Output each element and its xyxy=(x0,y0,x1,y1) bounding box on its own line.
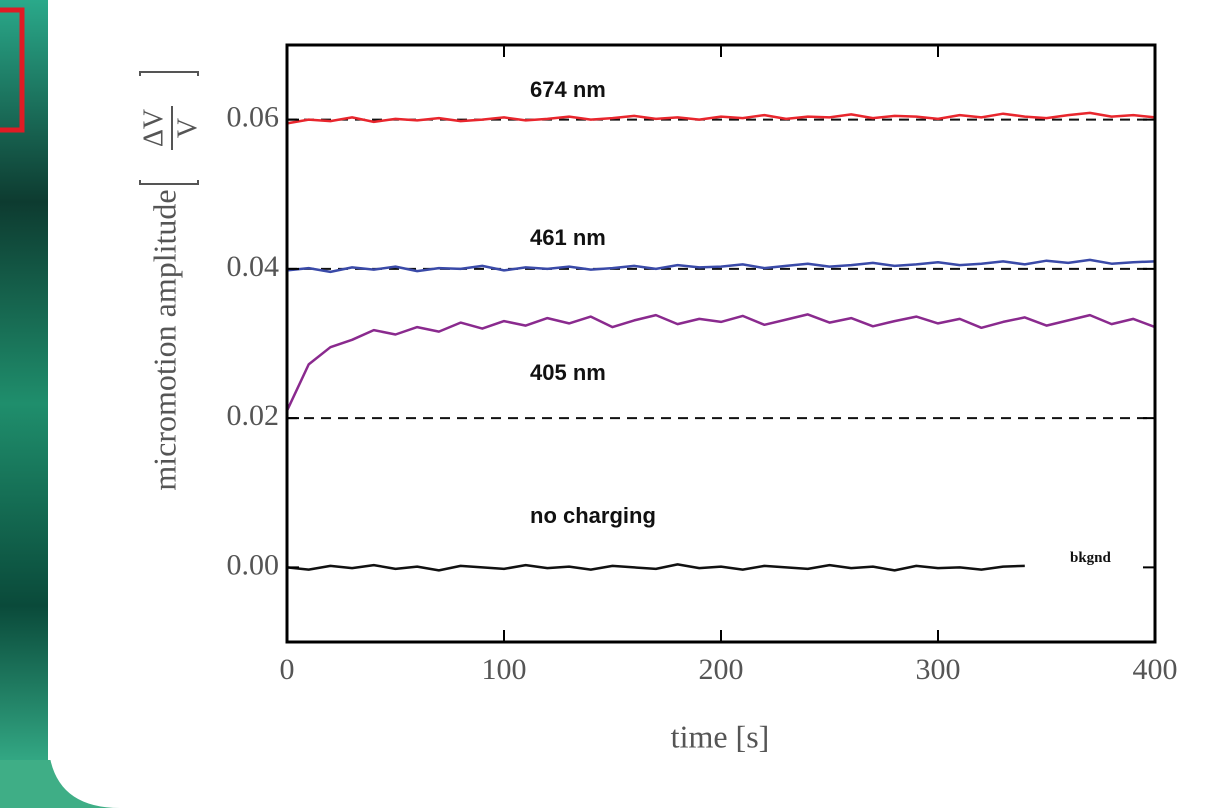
x-tick-label: 200 xyxy=(699,653,744,686)
series-label: 674 nm xyxy=(530,77,606,102)
y-axis-unit: ΔV V xyxy=(138,71,203,185)
y-tick-label: 0.04 xyxy=(227,250,280,283)
x-tick-label: 100 xyxy=(482,653,527,686)
x-tick-label: 0 xyxy=(280,653,295,686)
annotation: bkgnd xyxy=(1070,550,1112,566)
slide-panel xyxy=(48,0,1231,808)
series-label: 461 nm xyxy=(530,225,606,250)
slide-box xyxy=(0,7,25,133)
y-tick-label: 0.06 xyxy=(227,101,280,134)
series-line xyxy=(286,258,1156,274)
x-tick-label: 400 xyxy=(1133,653,1178,686)
series-line xyxy=(285,313,1156,412)
series-line xyxy=(286,563,1025,572)
slide-strip xyxy=(0,0,48,808)
x-axis-label: time [s] xyxy=(671,718,770,754)
y-tick-label: 0.02 xyxy=(227,399,280,432)
x-tick-label: 300 xyxy=(916,653,961,686)
series-line xyxy=(286,111,1156,125)
unit-brackets xyxy=(139,71,199,185)
series-label: 405 nm xyxy=(530,360,606,385)
y-tick-label: 0.00 xyxy=(227,548,280,581)
y-axis-label: micromotion amplitude xyxy=(146,189,182,490)
series-label: no charging xyxy=(530,503,656,528)
y-unit-numerator: ΔV xyxy=(138,109,169,147)
y-unit-denominator: V xyxy=(172,118,203,138)
